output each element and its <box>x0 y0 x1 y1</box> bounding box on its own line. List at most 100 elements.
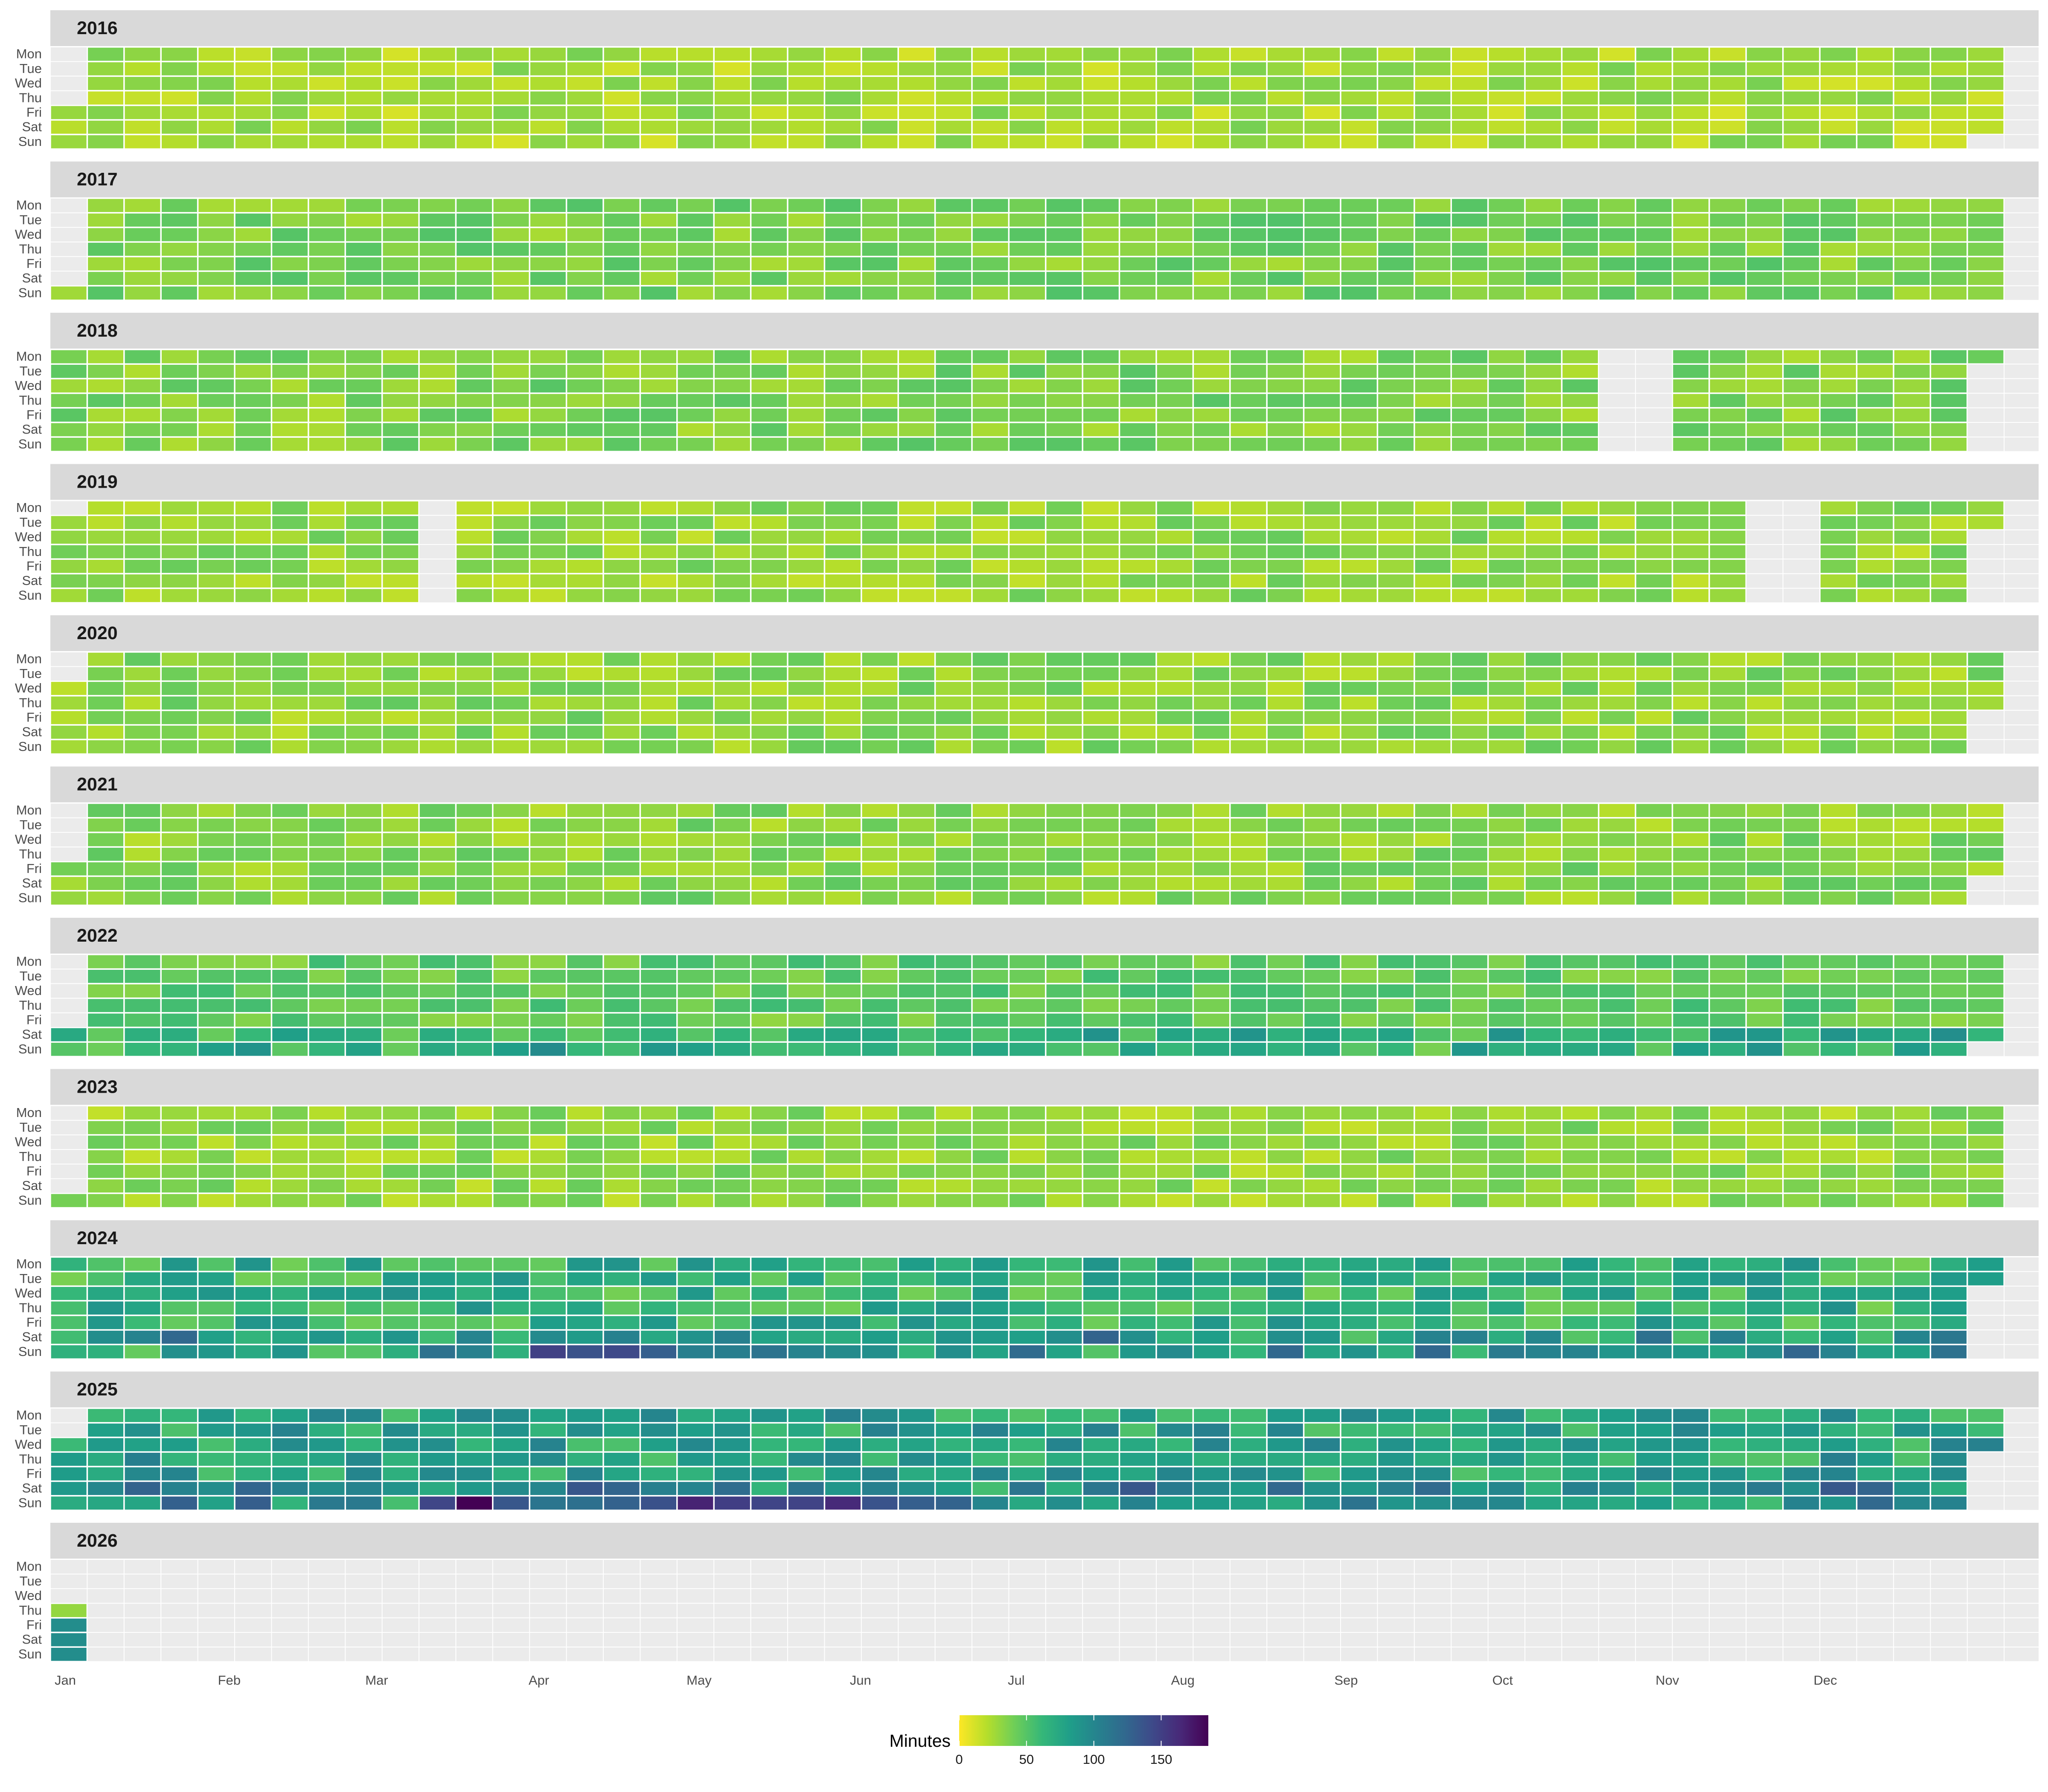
heatmap-cell <box>235 1193 272 1208</box>
heatmap-cell <box>1488 1013 1525 1027</box>
heatmap-cell <box>1599 105 1635 120</box>
heatmap-cell <box>1046 1466 1082 1481</box>
heatmap-cell <box>1746 1423 1783 1437</box>
heatmap-cell <box>1119 1330 1156 1344</box>
heatmap-cell <box>308 544 345 559</box>
heatmap-cell <box>419 1135 456 1149</box>
heatmap-cell <box>566 695 603 710</box>
heatmap-cell <box>1856 256 1894 271</box>
heatmap-cell <box>1635 227 1673 242</box>
heatmap-cell <box>308 349 345 364</box>
heatmap-cell <box>1967 803 2004 818</box>
heatmap-cell <box>1082 393 1120 408</box>
heatmap-cell <box>1230 378 1267 393</box>
heatmap-cell <box>1562 1135 1599 1149</box>
heatmap-cell <box>1599 1027 1635 1042</box>
heatmap-cell <box>1119 378 1156 393</box>
heatmap-cell <box>1193 969 1230 984</box>
weekday-label: Wed <box>15 1588 42 1603</box>
heatmap-cell <box>1635 998 1673 1013</box>
heatmap-cell <box>382 1120 419 1135</box>
heatmap-cell <box>271 1437 308 1452</box>
heatmap-cell <box>1746 61 1783 76</box>
heatmap-cell <box>87 198 124 213</box>
heatmap-cell <box>1341 271 1378 286</box>
heatmap-cell <box>972 105 1009 120</box>
heatmap-cell <box>50 573 87 588</box>
heatmap-cell <box>1156 90 1193 105</box>
heatmap-cell <box>1193 832 1230 847</box>
heatmap-cell <box>677 1466 714 1481</box>
heatmap-cell <box>824 437 861 452</box>
heatmap-cell <box>1562 212 1599 227</box>
heatmap-cell <box>898 408 935 422</box>
heatmap-cell <box>1193 847 1230 862</box>
heatmap-cell <box>1046 271 1082 286</box>
heatmap-cell <box>1930 1013 1967 1027</box>
heatmap-cell <box>898 47 935 61</box>
weekday-label: Tue <box>20 61 42 76</box>
heatmap-cell <box>640 1495 677 1510</box>
heatmap-cell <box>898 1042 935 1057</box>
heatmap-cell <box>640 803 677 818</box>
heatmap-cell <box>972 1452 1009 1467</box>
heatmap-cell <box>1967 1423 2004 1437</box>
heatmap-cell <box>1746 437 1783 452</box>
heatmap-cell <box>714 1149 751 1164</box>
heatmap-cell <box>308 120 345 134</box>
heatmap-cell <box>935 954 972 969</box>
heatmap-cell <box>677 666 714 681</box>
heatmap-cell <box>235 666 272 681</box>
heatmap-cell <box>1856 652 1894 666</box>
heatmap-cell <box>640 1164 677 1179</box>
heatmap-cell <box>1709 198 1746 213</box>
heatmap-cell <box>382 876 419 891</box>
heatmap-cell <box>345 1495 382 1510</box>
heatmap-cell <box>235 998 272 1013</box>
heatmap-cell <box>1303 1495 1341 1510</box>
heatmap-cell <box>788 1178 825 1193</box>
heatmap-cell <box>419 212 456 227</box>
weekday-label: Fri <box>26 1466 42 1481</box>
heatmap-cell <box>1672 1027 1709 1042</box>
heatmap-cell <box>271 1164 308 1179</box>
heatmap-cell <box>788 1408 825 1423</box>
heatmap-cell <box>1562 105 1599 120</box>
heatmap-cell <box>1562 285 1599 300</box>
heatmap-cell <box>1303 47 1341 61</box>
heatmap-cell <box>677 198 714 213</box>
heatmap-cell <box>1303 998 1341 1013</box>
heatmap-cell <box>87 1452 124 1467</box>
heatmap-cell <box>1046 285 1082 300</box>
weekday-label: Mon <box>16 500 42 515</box>
heatmap-cell <box>972 1193 1009 1208</box>
heatmap-cell <box>1303 983 1341 998</box>
heatmap-cell <box>1119 1042 1156 1057</box>
heatmap-cell <box>824 1027 861 1042</box>
heatmap-cell <box>124 271 161 286</box>
heatmap-cell <box>1525 1344 1562 1359</box>
heatmap-cell <box>271 803 308 818</box>
heatmap-cell <box>1709 515 1746 530</box>
heatmap-cell <box>1193 1257 1230 1271</box>
heatmap-cell <box>198 1344 235 1359</box>
heatmap-cell <box>235 1027 272 1042</box>
weekday-label: Mon <box>16 1408 42 1423</box>
heatmap-cell <box>1193 876 1230 891</box>
heatmap-cell <box>1672 588 1709 603</box>
heatmap-cell <box>50 422 87 437</box>
heatmap-cell <box>382 1300 419 1315</box>
heatmap-cell <box>235 120 272 134</box>
heatmap-cell <box>1967 271 2004 286</box>
heatmap-cell <box>1930 544 1967 559</box>
heatmap-cell <box>271 530 308 544</box>
month-tick-label: Dec <box>1814 1673 1837 1687</box>
heatmap-cell <box>1303 198 1341 213</box>
heatmap-cell <box>87 983 124 998</box>
heatmap-cell <box>898 134 935 149</box>
heatmap-cell <box>308 983 345 998</box>
heatmap-cell <box>1193 1149 1230 1164</box>
heatmap-cell <box>714 134 751 149</box>
heatmap-cell <box>382 1271 419 1286</box>
